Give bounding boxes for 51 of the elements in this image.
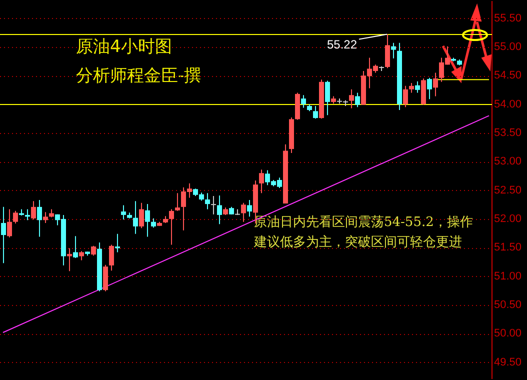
candlestick <box>385 34 390 69</box>
candlestick <box>349 88 354 109</box>
candlestick <box>259 169 264 194</box>
y-tick-label: 50.50 <box>494 299 522 312</box>
y-tick-label: 54.50 <box>494 70 522 82</box>
candlestick <box>433 72 438 97</box>
y-tick-label: 50.00 <box>494 328 522 340</box>
candlestick <box>7 208 12 238</box>
candlestick <box>247 200 252 218</box>
candlestick <box>241 202 246 222</box>
candlestick <box>391 42 396 59</box>
candlestick <box>403 85 408 108</box>
candlestick <box>145 204 150 238</box>
candlestick <box>217 194 222 225</box>
candlestick <box>409 82 414 94</box>
candlestick <box>175 192 180 212</box>
candlestick <box>13 210 18 224</box>
y-tick-label: 52.50 <box>494 184 522 196</box>
candlestick <box>109 244 114 272</box>
candlestick <box>169 208 174 246</box>
candlestick <box>151 218 156 228</box>
candlestick <box>301 94 306 108</box>
y-tick-label: 55.50 <box>494 12 522 24</box>
candlestick <box>427 77 432 100</box>
candlestick <box>313 105 318 120</box>
candlestick <box>73 236 78 258</box>
candlestick <box>325 80 330 116</box>
candlestick <box>133 200 138 234</box>
text: 原油4小时图 <box>76 36 172 58</box>
candlestick <box>355 92 360 108</box>
candlestick <box>43 212 48 224</box>
y-tick-label: 51.50 <box>494 242 522 254</box>
y-tick-label: 55.00 <box>494 40 522 53</box>
candlestick <box>205 192 210 210</box>
candlestick <box>121 204 126 220</box>
candlestick <box>139 202 144 229</box>
y-tick-label: 53.00 <box>494 156 522 168</box>
candlestick <box>103 264 108 292</box>
y-tick-label: 53.50 <box>494 126 522 139</box>
candlestick <box>79 250 84 261</box>
candlestick <box>1 206 6 264</box>
candlestick <box>211 196 216 215</box>
candlestick <box>37 200 42 238</box>
candlestick <box>415 80 420 94</box>
annotation: 55.22 <box>326 38 358 52</box>
y-tick-label: 52.00 <box>494 212 522 225</box>
y-tick-label: 49.50 <box>494 356 522 368</box>
candlestick <box>91 245 96 256</box>
candlestick <box>31 200 36 220</box>
y-tick-label: 54.00 <box>494 98 522 110</box>
y-tick-label: 51.00 <box>494 270 522 282</box>
